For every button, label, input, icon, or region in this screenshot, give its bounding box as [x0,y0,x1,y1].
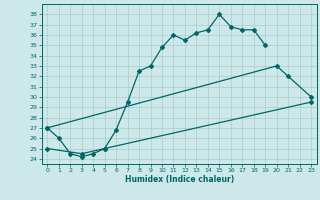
X-axis label: Humidex (Indice chaleur): Humidex (Indice chaleur) [124,175,234,184]
